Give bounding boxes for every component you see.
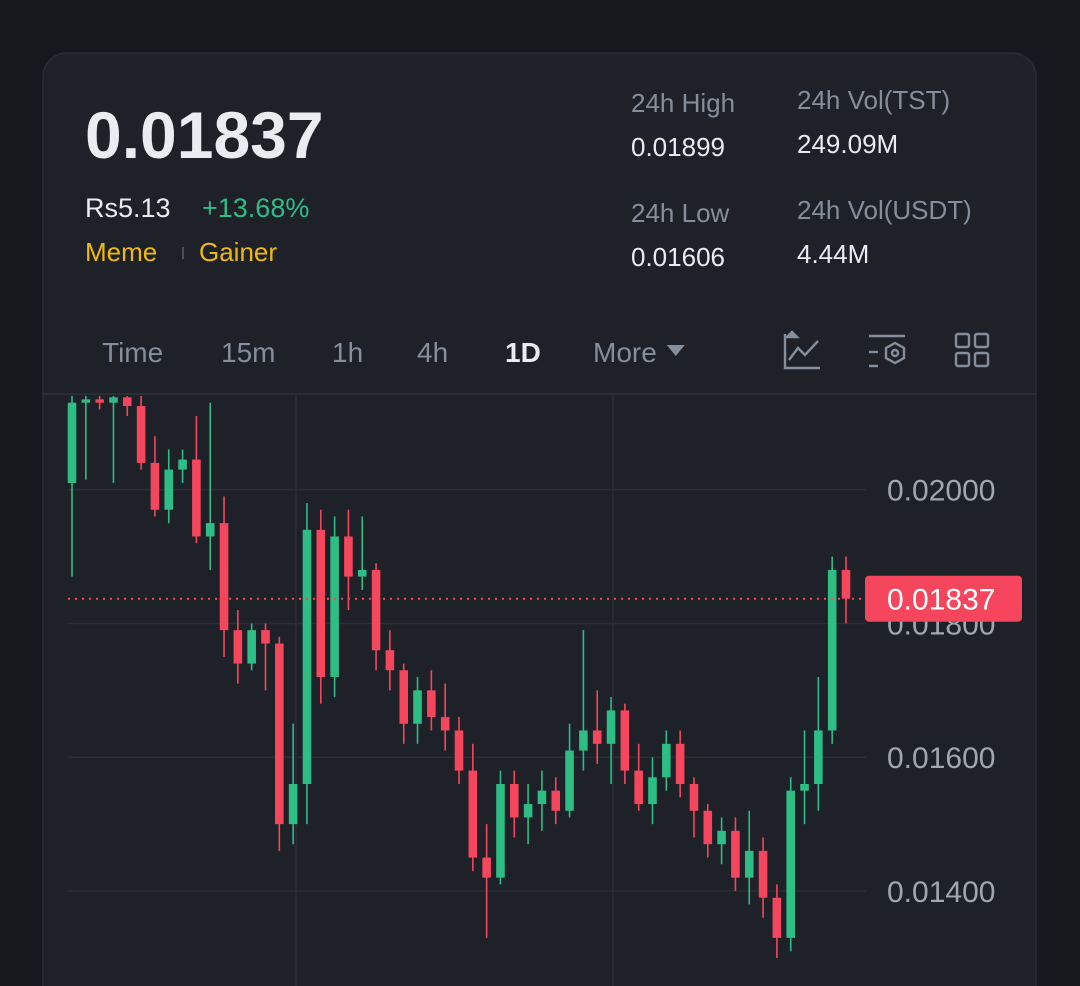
- candle-body: [772, 897, 782, 938]
- candle-body: [316, 529, 326, 677]
- stat-value: 249.09M: [797, 129, 898, 159]
- stats: 24h High 0.01899 24h Vol(TST) 249.09M 24h Lo…: [631, 85, 972, 272]
- stat-label: 24h Low: [631, 198, 730, 228]
- card: [42, 52, 1037, 986]
- tag[interactable]: Gainer: [199, 237, 277, 267]
- y-tick-label: 0.01600: [887, 742, 995, 775]
- candle-body: [233, 630, 243, 664]
- stat-value: 4.44M: [797, 239, 869, 269]
- candle-body: [344, 536, 353, 577]
- y-tick-label: 0.02000: [887, 475, 995, 508]
- candle-body: [302, 529, 312, 784]
- settings-icon[interactable]: [869, 334, 906, 368]
- candle-body: [67, 402, 77, 483]
- last-price-tag: [865, 575, 1022, 622]
- candle-body: [468, 770, 478, 858]
- candle-body: [454, 730, 464, 771]
- candle-body: [827, 569, 837, 731]
- candle-body: [371, 569, 381, 651]
- candle-body: [814, 730, 823, 784]
- candle-body: [219, 523, 229, 631]
- candle-body: [399, 670, 408, 724]
- candle-body: [288, 783, 298, 825]
- candle-body: [731, 830, 740, 878]
- candle-body: [758, 850, 768, 898]
- candle-body: [703, 810, 713, 845]
- stat-value: 0.01606: [631, 242, 725, 272]
- candle-body: [634, 770, 643, 805]
- candle-body: [385, 650, 395, 671]
- candle-body: [786, 790, 795, 938]
- layout-icon[interactable]: [954, 332, 990, 368]
- stat-label: 24h High: [631, 88, 735, 118]
- candle-body: [330, 536, 339, 677]
- candle-body: [357, 569, 367, 577]
- price-change: +13.68%: [202, 193, 309, 223]
- candle-body: [800, 783, 809, 791]
- interval-tab[interactable]: 1D: [505, 337, 541, 368]
- tag[interactable]: Meme: [85, 237, 157, 267]
- candle-body: [123, 397, 132, 407]
- candle-body: [150, 462, 160, 510]
- candle-body: [537, 790, 547, 805]
- candle-body: [205, 523, 215, 537]
- indicator-icon[interactable]: [783, 330, 820, 370]
- candle-body: [579, 730, 588, 751]
- candle-body: [620, 710, 630, 771]
- candle-body: [275, 643, 284, 825]
- candle-body: [247, 630, 256, 664]
- fiat-price: Rs5.13: [85, 193, 171, 223]
- candle-body: [496, 783, 505, 878]
- candle-body: [427, 690, 436, 718]
- candle-body: [482, 857, 491, 878]
- candle-body: [81, 399, 91, 403]
- candle-body: [606, 710, 616, 744]
- dropdown-arrow: [666, 345, 685, 356]
- interval-tab[interactable]: Time: [102, 337, 163, 368]
- candle-body: [510, 783, 519, 818]
- candle-body: [689, 783, 699, 811]
- interval-tab[interactable]: 1h: [332, 337, 363, 368]
- candle-body: [178, 459, 187, 470]
- price: 0.01837: [85, 98, 324, 172]
- candle-body: [592, 730, 602, 744]
- candle-body: [136, 406, 146, 463]
- candle-body: [109, 397, 118, 403]
- candle-body: [662, 743, 671, 778]
- toolbar-icons: [783, 330, 990, 370]
- candle-body: [841, 569, 851, 599]
- interval-tabs: Time 15m 1h 4h 1D More: [102, 337, 685, 368]
- last-price-label: 0.01837: [887, 584, 995, 617]
- y-tick-label: 0.01400: [887, 876, 995, 909]
- candle-body: [164, 469, 174, 510]
- candle-body: [675, 743, 685, 784]
- interval-tab[interactable]: More: [593, 337, 657, 368]
- candle-body: [261, 630, 270, 644]
- candle-body: [565, 750, 574, 811]
- candle-body: [413, 690, 422, 724]
- interval-tab[interactable]: 4h: [417, 337, 448, 368]
- stat-value: 0.01899: [631, 132, 725, 162]
- candle-body: [192, 459, 201, 537]
- candle-body: [717, 830, 726, 845]
- candle-body: [440, 717, 450, 731]
- candle-body: [551, 790, 561, 811]
- candle-body: [523, 804, 533, 818]
- candle-body: [95, 399, 104, 403]
- candle-body: [648, 777, 657, 805]
- candle-body: [744, 850, 754, 878]
- stat-label: 24h Vol(USDT): [797, 195, 972, 225]
- interval-tab[interactable]: 15m: [221, 337, 275, 368]
- stat-label: 24h Vol(TST): [797, 85, 950, 115]
